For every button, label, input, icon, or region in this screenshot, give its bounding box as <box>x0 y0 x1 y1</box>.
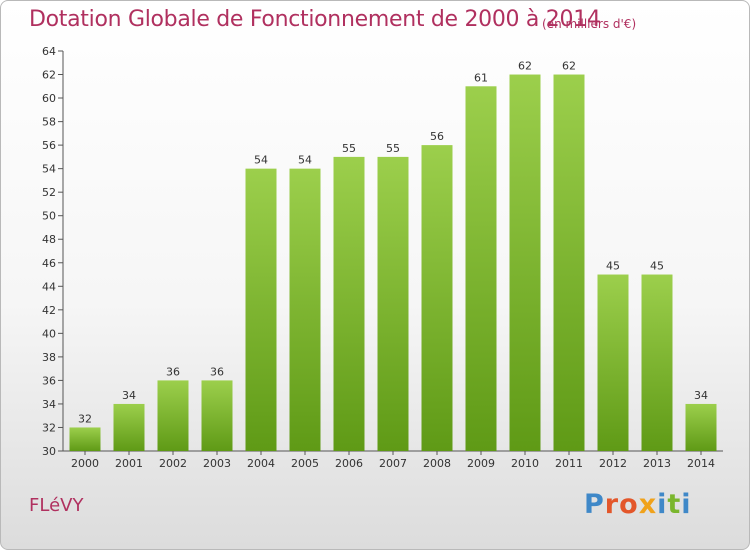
y-tick-label: 62 <box>42 69 56 82</box>
bar-value-label: 61 <box>474 71 488 84</box>
bar-value-label: 45 <box>606 260 620 273</box>
bar-value-label: 62 <box>562 60 576 73</box>
x-tick-label: 2011 <box>555 457 583 470</box>
bar <box>157 380 189 451</box>
logo-letter: P <box>584 489 605 520</box>
x-tick-label: 2003 <box>203 457 231 470</box>
y-tick-label: 56 <box>42 139 56 152</box>
bar <box>421 145 453 451</box>
bar-value-label: 54 <box>254 154 268 167</box>
bar <box>245 168 277 451</box>
x-tick-label: 2007 <box>379 457 407 470</box>
y-tick-label: 58 <box>42 116 56 129</box>
x-tick-label: 2004 <box>247 457 275 470</box>
bar-value-label: 34 <box>694 389 708 402</box>
y-tick-label: 64 <box>42 45 56 58</box>
y-tick-label: 32 <box>42 421 56 434</box>
bar-value-label: 36 <box>210 365 224 378</box>
bars-group: 32 34 36 36 54 54 55 55 56 61 62 62 45 45 34 <box>69 60 717 451</box>
y-tick-label: 50 <box>42 210 56 223</box>
bar <box>465 86 497 451</box>
y-tick-label: 30 <box>42 445 56 458</box>
bar <box>201 380 233 451</box>
x-tick-label: 2002 <box>159 457 187 470</box>
bar-value-label: 55 <box>386 142 400 155</box>
y-tick-label: 34 <box>42 398 56 411</box>
x-axis: 2000 2001 2002 2003 2004 2005 2006 2007 2008 2009… <box>63 450 723 470</box>
bar-value-label: 54 <box>298 154 312 167</box>
y-axis: 30 32 34 36 38 40 42 44 46 48 50 52 54 56 58 60 62 64 <box>42 45 64 458</box>
bar <box>333 156 365 451</box>
bar <box>289 168 321 451</box>
bar-value-label: 34 <box>122 389 136 402</box>
chart-title: Dotation Globale de Fonctionnement de 20… <box>29 7 601 32</box>
x-tick-label: 2013 <box>643 457 671 470</box>
bar-value-label: 32 <box>78 412 92 425</box>
logo-letter: i <box>681 489 692 520</box>
logo-letter: o <box>619 489 639 520</box>
bar-value-label: 62 <box>518 60 532 73</box>
x-tick-label: 2005 <box>291 457 319 470</box>
x-tick-label: 2012 <box>599 457 627 470</box>
bar-value-label: 45 <box>650 260 664 273</box>
bar-value-label: 36 <box>166 365 180 378</box>
x-tick-label: 2006 <box>335 457 363 470</box>
y-tick-label: 54 <box>42 163 56 176</box>
y-tick-label: 60 <box>42 92 56 105</box>
y-tick-label: 52 <box>42 186 56 199</box>
y-tick-label: 38 <box>42 351 56 364</box>
x-tick-label: 2010 <box>511 457 539 470</box>
bar <box>641 274 673 451</box>
logo-letter: t <box>667 489 682 520</box>
bar <box>113 403 145 451</box>
logo-letter: r <box>604 489 620 520</box>
bar <box>553 74 585 451</box>
y-tick-label: 42 <box>42 304 56 317</box>
y-tick-label: 44 <box>42 280 56 293</box>
bar <box>597 274 629 451</box>
bar <box>509 74 541 451</box>
y-tick-label: 40 <box>42 327 56 340</box>
y-tick-label: 48 <box>42 233 56 246</box>
chart-unit-note: (en milliers d'€) <box>542 17 637 31</box>
bar-value-label: 56 <box>430 130 444 143</box>
bar <box>377 156 409 451</box>
bar-value-label: 55 <box>342 142 356 155</box>
y-tick-label: 36 <box>42 374 56 387</box>
bar <box>69 427 101 451</box>
y-tick-label: 46 <box>42 257 56 270</box>
x-tick-label: 2000 <box>71 457 99 470</box>
proxiti-logo: Proxiti <box>584 489 692 520</box>
logo-letter: x <box>638 489 658 520</box>
bar <box>685 403 717 451</box>
x-tick-label: 2014 <box>687 457 715 470</box>
logo-letter: i <box>657 489 668 520</box>
x-tick-label: 2008 <box>423 457 451 470</box>
x-tick-label: 2001 <box>115 457 143 470</box>
x-tick-label: 2009 <box>467 457 495 470</box>
commune-name: FLéVY <box>29 495 84 516</box>
